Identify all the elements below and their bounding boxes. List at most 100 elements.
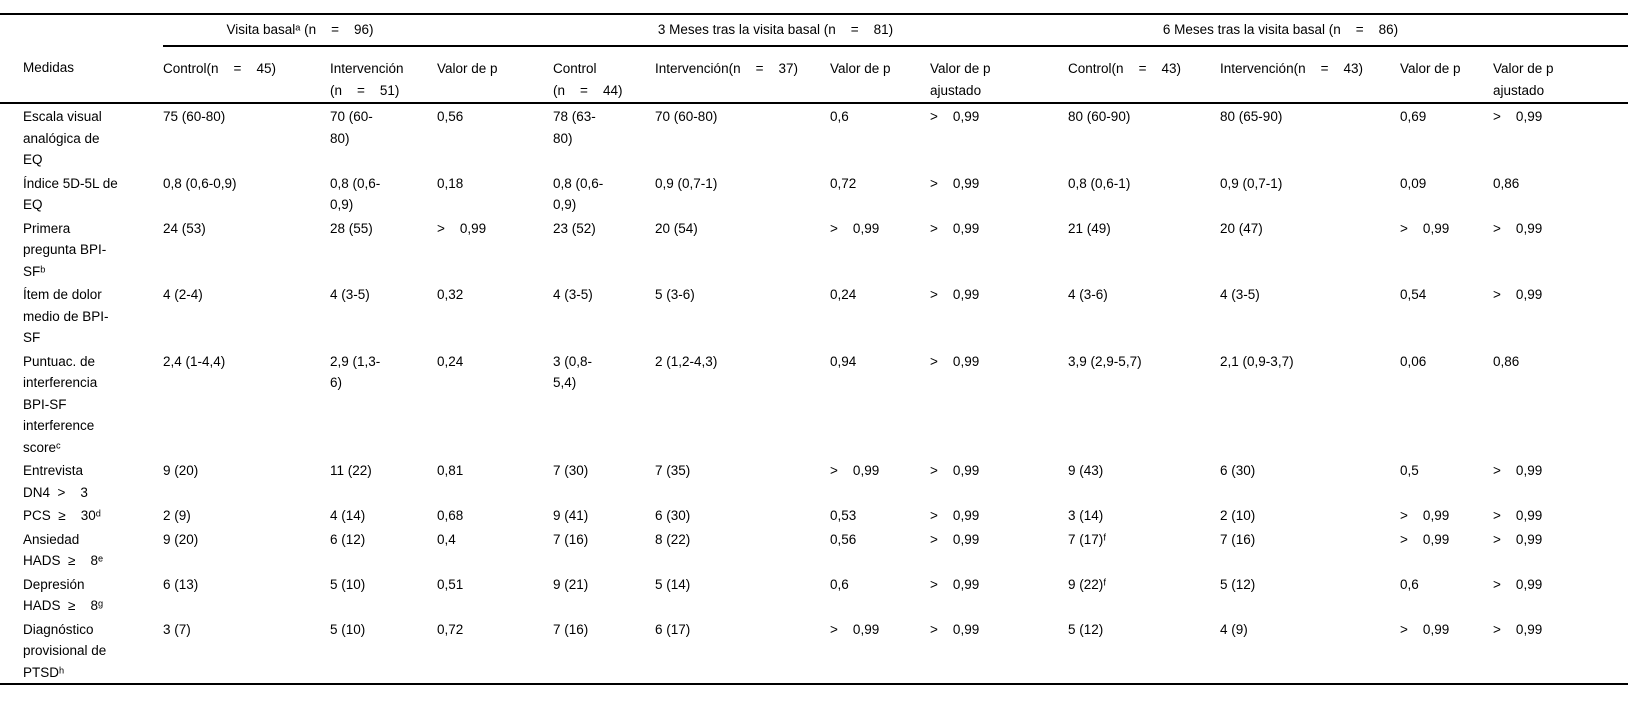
data-cell: 0,86 (1493, 175, 1520, 191)
data-cell: 4 (3-5) (1220, 287, 1260, 302)
corner-cell (0, 14, 163, 46)
data-cell: 2 (10) (1220, 508, 1256, 523)
column-header-adjusted-pvalue-6m: Valor de p ajustado (1493, 46, 1628, 104)
data-cell: 0,86 (1493, 353, 1520, 369)
data-cell: > 0,99 (1493, 576, 1543, 592)
data-cell: 2,1 (0,9-3,7) (1220, 353, 1294, 369)
data-cell: 3 (0,8-5,4) (553, 353, 593, 391)
data-cell: > 0,99 (930, 109, 980, 124)
data-cell: 6 (12) (330, 531, 366, 547)
data-cell: > 0,99 (930, 531, 980, 547)
data-cell: > 0,99 (1400, 220, 1450, 236)
table-row: Primera pregunta BPI-SFᵇ 24 (53) 28 (55) > … (0, 216, 1628, 283)
data-cell: 4 (9) (1220, 621, 1248, 637)
column-header-pvalue-3m: Valor de p (830, 46, 931, 104)
data-cell: 9 (21) (553, 576, 589, 592)
data-cell: > 0,99 (1400, 531, 1450, 547)
data-cell: > 0,99 (1493, 287, 1543, 302)
data-cell: 0,24 (830, 287, 857, 302)
data-cell: > 0,99 (930, 353, 980, 369)
data-cell: 21 (49) (1068, 220, 1111, 236)
row-label: Entrevista DN4 > 3 (23, 463, 88, 500)
data-cell: 0,68 (437, 508, 464, 523)
table-row: Ítem de dolor medio de BPI-SF 4 (2-4) 4 (3… (0, 282, 1628, 349)
data-cell: 9 (20) (163, 463, 199, 478)
data-cell: 9 (20) (163, 531, 199, 547)
data-cell: 23 (52) (553, 220, 596, 236)
data-cell: 5 (14) (655, 576, 691, 592)
data-cell: 5 (3-6) (655, 287, 695, 302)
data-cell: 0,6 (830, 109, 849, 124)
data-cell: 0,09 (1400, 175, 1427, 191)
data-cell: 0,6 (830, 576, 849, 592)
data-cell: 7 (17)ᶠ (1068, 531, 1107, 547)
column-header-pvalue-6m: Valor de p (1400, 46, 1494, 104)
data-cell: 7 (35) (655, 463, 691, 478)
data-cell: 4 (14) (330, 508, 366, 523)
data-cell: 3 (7) (163, 621, 191, 637)
column-header-control-6m: Control(n = 43) (1068, 46, 1221, 104)
data-cell: > 0,99 (1493, 531, 1543, 547)
data-cell: 70 (60-80) (655, 109, 718, 124)
group-header-row: Visita basalᵃ (n = 96) 3 Meses tras la v… (0, 14, 1628, 47)
data-cell: 80 (60-90) (1068, 109, 1131, 124)
column-header-row: Medidas Control(n = 45) Intervención (n … (0, 46, 1628, 104)
row-label: Índice 5D-5L de EQ (23, 175, 118, 213)
row-label: PCS ≥ 30ᵈ (23, 508, 101, 523)
table-row: Puntuac. de interferencia BPI-SF interfe… (0, 349, 1628, 459)
data-cell: > 0,99 (1493, 109, 1543, 124)
column-header-pvalue-baseline: Valor de p (437, 46, 554, 104)
data-cell: 2,9 (1,3-6) (330, 353, 381, 391)
row-label: Depresión HADS ≥ 8ᵍ (23, 576, 104, 614)
data-cell: 8 (22) (655, 531, 691, 547)
data-cell: 0,94 (830, 353, 857, 369)
row-label: Ítem de dolor medio de BPI-SF (23, 287, 109, 345)
data-cell: 0,72 (437, 621, 464, 637)
data-cell: 2 (1,2-4,3) (655, 353, 718, 369)
data-cell: 2 (9) (163, 508, 191, 523)
data-cell: > 0,99 (930, 287, 980, 302)
data-cell: 24 (53) (163, 220, 206, 236)
data-cell: 0,8 (0,6-0,9) (163, 175, 237, 191)
data-cell: > 0,99 (1493, 508, 1543, 523)
data-cell: 0,9 (0,7-1) (1220, 175, 1283, 191)
data-cell: 28 (55) (330, 220, 373, 236)
data-cell: > 0,99 (830, 621, 880, 637)
row-label: Puntuac. de interferencia BPI-SF interfe… (23, 353, 98, 455)
data-cell: > 0,99 (930, 220, 980, 236)
data-cell: 4 (3-5) (330, 287, 370, 302)
data-cell: 3,9 (2,9-5,7) (1068, 353, 1142, 369)
column-header-medidas: Medidas (0, 46, 163, 104)
data-cell: 0,81 (437, 463, 464, 478)
data-cell: > 0,99 (1493, 220, 1543, 236)
data-cell: 0,9 (0,7-1) (655, 175, 718, 191)
data-cell: 5 (10) (330, 621, 366, 637)
data-cell: 0,32 (437, 287, 464, 302)
data-cell: 78 (63-80) (553, 109, 596, 146)
column-header-adjusted-pvalue-3m: Valor de p ajustado (930, 46, 1069, 104)
data-cell: 0,6 (1400, 576, 1419, 592)
data-cell: 0,4 (437, 531, 456, 547)
data-cell: > 0,99 (1400, 508, 1450, 523)
data-cell: > 0,99 (930, 175, 980, 191)
data-cell: 7 (16) (553, 621, 589, 637)
data-cell: > 0,99 (930, 621, 980, 637)
data-cell: 0,18 (437, 175, 464, 191)
data-cell: 4 (3-5) (553, 287, 593, 302)
data-cell: 80 (65-90) (1220, 109, 1283, 124)
data-cell: 0,53 (830, 508, 857, 523)
data-cell: 0,51 (437, 576, 464, 592)
data-cell: 4 (2-4) (163, 287, 203, 302)
column-header-intervencion-baseline: Intervención (n = 51) (330, 46, 437, 104)
table-row: Ansiedad HADS ≥ 8ᵉ 9 (20) 6 (12) 0,4 7 (16) 8… (0, 527, 1628, 572)
data-cell: 0,8 (0,6-1) (1068, 175, 1131, 191)
table-row: Diagnóstico provisional de PTSDʰ 3 (7) 5 (… (0, 617, 1628, 685)
data-cell: 9 (22)ᶠ (1068, 576, 1107, 592)
data-cell: > 0,99 (1493, 463, 1543, 478)
group-header-3-months: 3 Meses tras la visita basal (n = 81) (553, 14, 1069, 47)
row-label: Escala visual analógica de EQ (23, 109, 102, 167)
data-cell: 6 (13) (163, 576, 199, 592)
data-cell: > 0,99 (930, 508, 980, 523)
table-row: PCS ≥ 30ᵈ 2 (9) 4 (14) 0,68 9 (41) 6 (30) 0,53… (0, 503, 1628, 527)
column-header-control-baseline: Control(n = 45) (163, 46, 330, 104)
